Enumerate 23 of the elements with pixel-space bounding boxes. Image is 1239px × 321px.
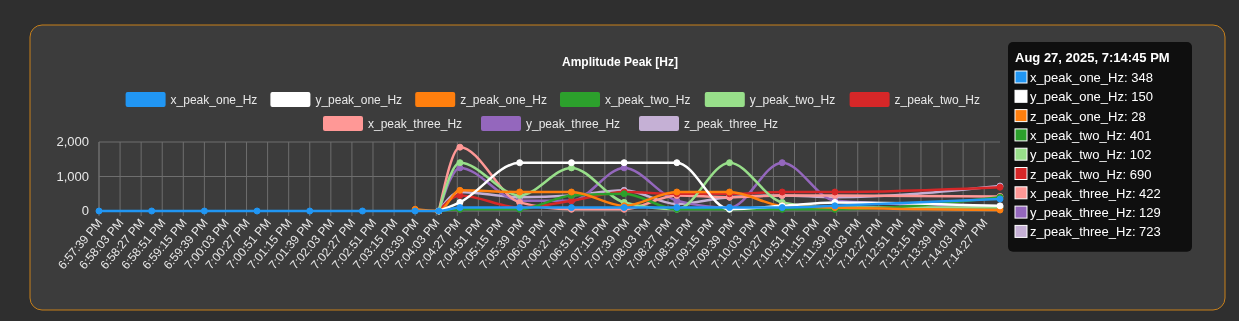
- text: y_peak_one_Hz: 150: [1030, 89, 1153, 105]
- legend-label: y_peak_one_Hz: [315, 93, 403, 107]
- text: z_peak_one_Hz: 28: [1030, 108, 1146, 124]
- text: x_peak_one_Hz: 348: [1030, 70, 1153, 85]
- text: x_peak_two_Hz: 401: [1030, 127, 1152, 143]
- legend-label: y_peak_two_Hz: [749, 93, 836, 107]
- text: y_peak_two_Hz: 102: [1030, 147, 1152, 163]
- y-tick-label: 1,000: [56, 168, 89, 184]
- text: z_peak_two_Hz: 690: [1030, 166, 1152, 182]
- text: Aug 27, 2025, 7:14:45 PM: [1015, 50, 1170, 65]
- text: x_peak_three_Hz: 422: [1030, 185, 1161, 201]
- text: z_peak_three_Hz: 723: [1030, 224, 1161, 240]
- legend-label: y_peak_three_Hz: [526, 117, 621, 131]
- legend-label: z_peak_two_Hz: [894, 93, 980, 107]
- legend-label: z_peak_three_Hz: [684, 117, 779, 131]
- legend-label: x_peak_one_Hz: [170, 93, 258, 107]
- y-tick-label: 0: [81, 203, 89, 218]
- legend-label: z_peak_one_Hz: [460, 93, 547, 107]
- legend-label: x_peak_two_Hz: [605, 93, 691, 107]
- text: y_peak_three_Hz: 129: [1030, 205, 1161, 221]
- y-tick-label: 2,000: [56, 134, 89, 149]
- legend-label: x_peak_three_Hz: [368, 117, 463, 131]
- chart-title: Amplitude Peak [Hz]: [561, 55, 679, 69]
